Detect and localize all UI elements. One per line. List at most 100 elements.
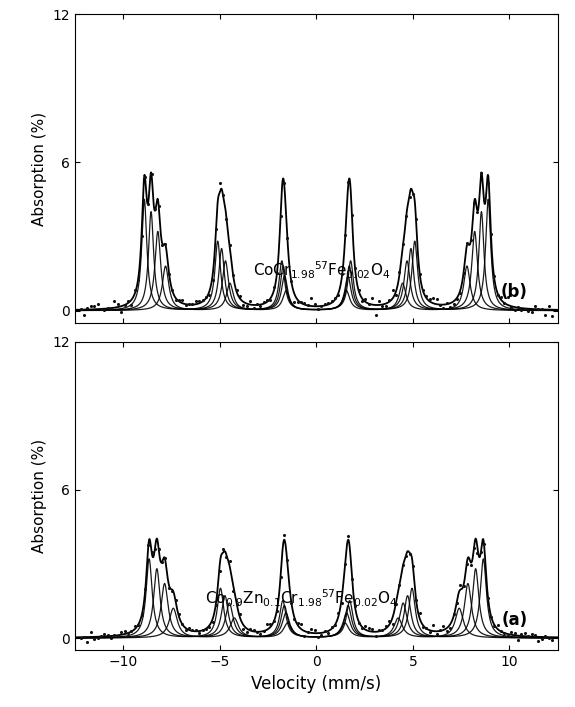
Point <box>446 302 455 313</box>
Point <box>286 597 296 609</box>
Point <box>239 299 248 310</box>
Point <box>367 293 377 304</box>
Point <box>466 235 475 246</box>
Point <box>235 608 244 619</box>
Point <box>256 629 265 640</box>
Point <box>178 618 187 629</box>
Point <box>517 305 526 316</box>
Point <box>432 293 441 305</box>
Point <box>435 624 444 636</box>
Point <box>300 630 309 641</box>
Point <box>432 628 441 639</box>
Point <box>120 625 129 636</box>
Point <box>371 310 380 321</box>
Point <box>313 303 323 315</box>
Point <box>130 284 139 296</box>
Point <box>140 172 150 183</box>
Point <box>507 626 516 637</box>
Point <box>496 626 505 637</box>
Point <box>262 618 271 629</box>
Point <box>269 281 278 293</box>
Point <box>79 310 89 321</box>
Point <box>466 559 475 571</box>
Point <box>222 551 231 562</box>
Point <box>439 620 448 631</box>
Point <box>201 291 210 303</box>
Point <box>205 621 214 632</box>
Point <box>293 618 302 629</box>
Point <box>381 300 390 312</box>
Point <box>320 625 329 636</box>
Point <box>524 305 533 316</box>
Point <box>266 295 275 306</box>
Point <box>167 585 177 596</box>
Point <box>201 624 210 635</box>
Point <box>446 622 455 633</box>
Point <box>317 300 326 312</box>
Point <box>296 618 305 629</box>
Point <box>171 594 180 605</box>
Point <box>473 207 482 218</box>
Point <box>99 304 109 315</box>
Point <box>110 296 119 307</box>
Point <box>249 302 258 313</box>
Point <box>469 197 478 209</box>
Point <box>246 624 255 635</box>
Point <box>110 630 119 641</box>
Point <box>361 620 370 631</box>
Point <box>462 237 471 248</box>
Point <box>524 630 533 641</box>
Point <box>262 294 271 305</box>
Point <box>371 630 380 641</box>
Point <box>228 269 237 281</box>
Point <box>544 300 553 311</box>
Point <box>490 270 499 281</box>
Point <box>144 199 153 210</box>
Point <box>547 310 557 321</box>
Point <box>344 530 353 542</box>
Point <box>334 607 343 619</box>
Point <box>130 621 139 632</box>
Point <box>330 293 339 304</box>
Point <box>459 267 469 279</box>
Point <box>313 632 323 643</box>
Point <box>351 601 360 612</box>
Point <box>252 626 262 637</box>
Point <box>124 627 133 638</box>
Point <box>310 299 319 310</box>
Point <box>347 209 356 221</box>
Point <box>96 631 105 642</box>
Point <box>486 612 496 623</box>
Point <box>306 292 316 303</box>
Point <box>378 624 387 636</box>
Point <box>422 622 431 633</box>
Point <box>419 285 428 296</box>
Text: CoCr$_{1.98}$$^{57}$Fe$_{0.02}$O$_4$: CoCr$_{1.98}$$^{57}$Fe$_{0.02}$O$_4$ <box>254 259 391 281</box>
Point <box>86 626 95 638</box>
Point <box>367 623 377 634</box>
Point <box>398 559 407 571</box>
Point <box>340 230 350 241</box>
Point <box>106 633 116 644</box>
Point <box>412 213 421 224</box>
Point <box>340 559 350 570</box>
Point <box>547 634 557 645</box>
Point <box>412 595 421 606</box>
Point <box>212 600 221 611</box>
Point <box>303 626 312 638</box>
Point <box>273 605 282 617</box>
Point <box>320 298 329 310</box>
Point <box>364 623 373 634</box>
Point <box>324 297 333 308</box>
Point <box>133 619 143 631</box>
Point <box>259 626 269 637</box>
Point <box>486 228 496 240</box>
Point <box>540 309 550 320</box>
Point <box>290 614 299 625</box>
Point <box>212 223 221 234</box>
Point <box>127 625 136 636</box>
Point <box>503 292 512 303</box>
Point <box>124 296 133 307</box>
Point <box>90 300 99 312</box>
Point <box>459 580 469 592</box>
